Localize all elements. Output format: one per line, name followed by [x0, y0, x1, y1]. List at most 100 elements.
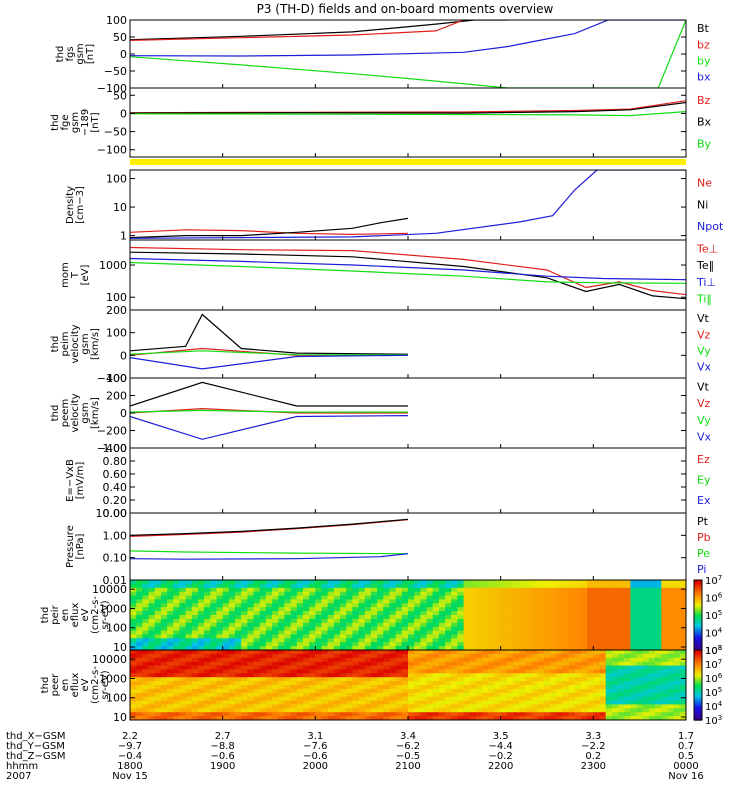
ylabel-line: E=−VxB	[65, 459, 76, 502]
legend-bx: bx	[697, 71, 711, 84]
time-axis-value: 2100	[395, 761, 420, 772]
legend-Vz: Vz	[697, 397, 711, 410]
peem-series	[130, 381, 409, 440]
legend-Te‖: Te‖	[696, 259, 714, 272]
ytick-label: −100	[97, 144, 127, 157]
ytick-label: 200	[106, 390, 127, 403]
legend-Te⊥: Te⊥	[696, 243, 718, 256]
fgs-series	[130, 20, 686, 88]
series-Te⊥	[130, 246, 686, 296]
series-Npot	[130, 170, 686, 239]
legend-Pt: Pt	[697, 515, 709, 528]
time-axis-value: 0.5	[678, 751, 694, 762]
ytick-label: −50	[104, 65, 127, 78]
ytick-label: 100	[106, 622, 127, 635]
panel-efield: 0.000.200.400.600.801.00 E=−VxB [mV/m] Ez Ey…	[65, 442, 711, 520]
ytick-label: 0	[120, 349, 127, 362]
colorbar-label: 104	[705, 700, 723, 713]
legend-Bx: Bx	[697, 116, 712, 129]
ylabel-line: sr-eV)	[100, 600, 111, 629]
ylabel-line: fgs	[65, 46, 76, 61]
series-Bt	[130, 20, 509, 41]
time-axis-value: Nov 15	[112, 771, 147, 782]
series-Bx	[130, 101, 686, 114]
series-Pe	[130, 550, 409, 555]
colorbar-label: 106	[705, 672, 723, 685]
panel-fge: −100 −50 0 50 thd fge gsm −189 [nT] Bz Bx By	[50, 87, 712, 158]
ylabel-line: gsm	[70, 112, 81, 133]
legend-Pe: Pe	[697, 547, 710, 560]
ylabel-line: en	[60, 609, 71, 622]
ylabel-line: [km/s]	[90, 328, 101, 360]
time-axis-value: −9.7	[118, 741, 142, 752]
legend-Ex: Ex	[697, 494, 711, 507]
ylabel-line: thd	[50, 336, 61, 353]
ytick-label: 1000	[99, 259, 127, 272]
ytick-label: 200	[106, 304, 127, 317]
time-axis-value: −0.2	[489, 751, 513, 762]
density-series	[130, 170, 686, 239]
legend-By: By	[697, 137, 712, 150]
colorbar-label: 105	[705, 686, 722, 699]
time-axis-value: 3.4	[400, 731, 416, 742]
ytick-label: 10	[113, 641, 127, 654]
ytick-label: 0.40	[103, 481, 128, 494]
efield-frame	[129, 447, 687, 514]
series-Vt	[130, 381, 408, 407]
time-axis-value: −6.2	[396, 741, 420, 752]
time-axis-value: −8.8	[211, 741, 235, 752]
series-Ti⊥	[130, 257, 686, 281]
legend-Pb: Pb	[697, 531, 711, 544]
ylabel-line: (cm2-s-	[90, 666, 101, 704]
colorbar-label: 108	[705, 644, 722, 657]
ylabel-line: en	[60, 679, 71, 692]
ytick-label: 10000	[92, 653, 127, 666]
time-axis-value: −4.4	[489, 741, 513, 752]
time-axis-value: 3.5	[493, 731, 509, 742]
legend-bz: bz	[697, 38, 710, 51]
ylabel-line: velocity	[70, 324, 81, 363]
temp-series	[130, 246, 686, 300]
pressure-frame	[129, 512, 687, 581]
series-Vy	[130, 409, 408, 413]
time-axis-value: 1800	[117, 761, 142, 772]
time-axis-value: 2200	[488, 761, 513, 772]
ytick-label: 0.10	[103, 552, 128, 565]
series-Vy	[130, 350, 409, 356]
series-Ne	[130, 229, 409, 236]
ylabel-line: −189	[80, 109, 91, 136]
ylabel-line: eV	[80, 608, 91, 621]
ylabel-line: velocity	[70, 393, 81, 432]
ylabel-line: [km/s]	[90, 397, 101, 429]
ytick-label: −200	[97, 425, 127, 438]
figure-title: P3 (TH-D) fields and on-board moments ov…	[257, 2, 554, 16]
ylabel-line: [cm−3]	[75, 186, 86, 224]
ylabel-line: Pressure	[65, 525, 76, 568]
time-axis-row-label: hhmm	[6, 761, 38, 772]
panel-density: 1 10 100 Density [cm−3] Ne Ni Npot	[65, 169, 724, 243]
ylabel-line: [eV]	[80, 265, 91, 286]
ytick-label: 0	[120, 48, 127, 61]
fge-frame	[129, 87, 687, 158]
legend-Ti‖: Ti‖	[696, 293, 712, 306]
ylabel-line: gsm	[75, 43, 86, 64]
ytick-label: 50	[113, 89, 127, 102]
time-axis-value: 2000	[303, 761, 328, 772]
series-by	[130, 20, 686, 88]
time-axis-row-label: thd_X−GSM	[6, 731, 66, 742]
ytick-label: 100	[106, 291, 127, 304]
legend-Vx: Vx	[697, 361, 712, 374]
series-By	[130, 111, 686, 117]
series-bx	[130, 20, 686, 57]
ylabel-line: [nT]	[90, 112, 101, 132]
time-axis-row-label: thd_Z−GSM	[6, 751, 66, 762]
ytick-label: 100	[106, 173, 127, 186]
time-axis-row-label: 2007	[6, 771, 31, 782]
legend-Vx: Vx	[697, 431, 712, 444]
fge-series	[130, 100, 686, 117]
ylabel-line: eflux	[70, 603, 81, 628]
time-axis-value: −2.2	[581, 741, 605, 752]
